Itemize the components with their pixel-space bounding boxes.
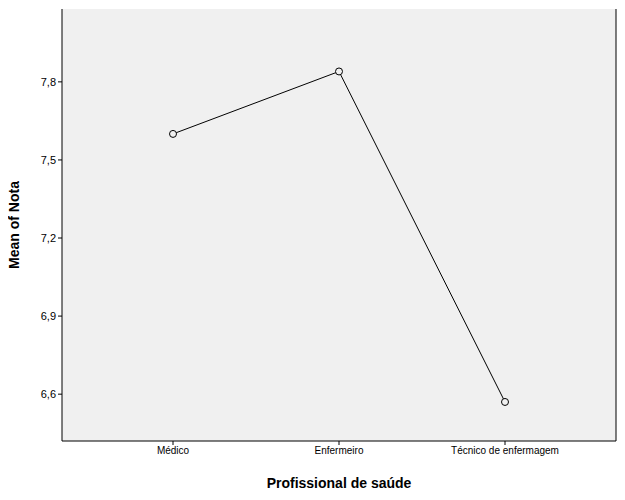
svg-text:7,2: 7,2 xyxy=(41,232,56,244)
svg-text:Enfermeiro: Enfermeiro xyxy=(315,445,364,456)
svg-text:Técnico de enfermagem: Técnico de enfermagem xyxy=(451,445,559,456)
svg-text:6,9: 6,9 xyxy=(41,310,56,322)
svg-text:6,6: 6,6 xyxy=(41,388,56,400)
svg-text:Mean of Nota: Mean of Nota xyxy=(8,181,22,269)
svg-text:Médico: Médico xyxy=(157,445,190,456)
svg-text:7,8: 7,8 xyxy=(41,76,56,88)
svg-text:Profissional de saúde: Profissional de saúde xyxy=(267,475,412,491)
svg-text:7,5: 7,5 xyxy=(41,154,56,166)
